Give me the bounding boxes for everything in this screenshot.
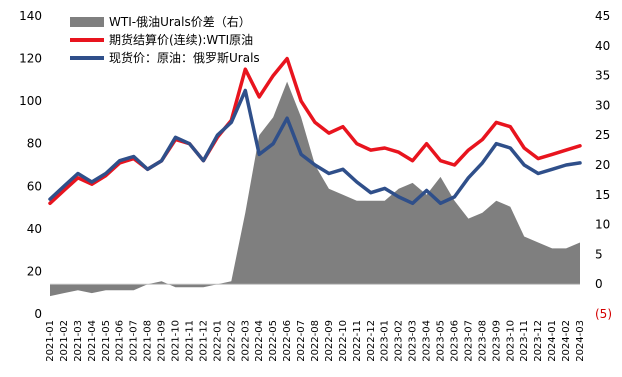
legend-urals-label: 现货价：原油：俄罗斯Urals [109, 50, 260, 65]
x-tick-label: 2023-03 [408, 320, 419, 362]
price-lines-layer [48, 56, 582, 206]
legend-wti-label: 期货结算价(连续):WTI原油 [109, 32, 253, 47]
x-tick-label: 2023-07 [463, 320, 474, 362]
x-tick-label: 2022-02 [226, 320, 237, 362]
y-left-tick-label: 0 [34, 307, 42, 321]
x-tick-label: 2023-05 [436, 320, 447, 362]
x-tick-label: 2023-09 [491, 320, 502, 362]
x-tick-label: 2023-02 [394, 320, 405, 362]
x-tick-label: 2022-09 [324, 320, 335, 362]
x-tick-label: 2022-08 [310, 320, 321, 362]
y-left-tick-label: 120 [19, 52, 42, 66]
x-tick-label: 2021-12 [198, 320, 209, 362]
legend-spread-label: WTI-俄油Urals价差（右） [109, 14, 251, 29]
x-tick-label: 2021-07 [129, 320, 140, 362]
x-tick-label: 2021-09 [157, 320, 168, 362]
x-tick-label: 2023-06 [449, 320, 460, 362]
y-left-tick-label: 60 [27, 179, 42, 193]
x-tick-label: 2021-08 [143, 320, 154, 362]
y-right-tick-label: 25 [595, 128, 610, 142]
x-tick-label: 2021-11 [184, 320, 195, 362]
y-right-tick-label: 40 [595, 39, 610, 53]
x-tick-label: 2022-05 [268, 320, 279, 362]
legend-spread-swatch [70, 17, 104, 27]
y-right-tick-label: 20 [595, 158, 610, 172]
x-tick-label: 2023-10 [505, 320, 516, 362]
spread-area [50, 81, 580, 297]
x-tick-label: 2022-10 [338, 320, 349, 362]
x-tick-label: 2021-02 [59, 320, 70, 362]
x-tick-label: 2022-03 [240, 320, 251, 362]
y-right-tick-label: (5) [595, 307, 612, 321]
x-tick-label: 2022-12 [366, 320, 377, 362]
x-tick-label: 2023-08 [477, 320, 488, 362]
x-tick-label: 2021-10 [171, 320, 182, 362]
y-left-tick-label: 40 [27, 222, 42, 236]
y-right-tick-label: 5 [595, 247, 603, 261]
x-tick-label: 2023-04 [422, 320, 433, 362]
x-tick-label: 2022-11 [352, 320, 363, 362]
y-right-tick-label: 45 [595, 9, 610, 23]
x-tick-label: 2022-06 [282, 320, 293, 362]
axes-layer: 0 20 40 60 80 100 120 140 (5) 0 5 10 15 20 25 30 35 40 45 2… [19, 9, 612, 362]
spread-area-layer [50, 81, 580, 297]
x-tick-label: 2021-01 [45, 320, 56, 362]
x-tick-label: 2022-07 [296, 320, 307, 362]
y-right-tick-label: 35 [595, 69, 610, 83]
x-tick-label: 2021-05 [101, 320, 112, 362]
x-tick-label: 2024-03 [575, 320, 586, 362]
y-right-tick-label: 30 [595, 98, 610, 112]
y-right-tick-label: 15 [595, 188, 610, 202]
y-right-tick-label: 0 [595, 277, 603, 291]
y-left-tick-label: 140 [19, 9, 42, 23]
legend: WTI-俄油Urals价差（右） 期货结算价(连续):WTI原油现货价：原油：俄罗… [70, 14, 260, 65]
x-tick-label: 2021-06 [115, 320, 126, 362]
x-tick-label: 2021-04 [87, 320, 98, 362]
x-tick-label: 2023-11 [519, 320, 530, 362]
y-left-tick-label: 80 [27, 137, 42, 151]
y-left-tick-label: 100 [19, 94, 42, 108]
x-tick-label: 2024-01 [547, 320, 558, 362]
x-tick-label: 2023-12 [533, 320, 544, 362]
x-tick-label: 2022-04 [254, 320, 265, 362]
y-right-tick-label: 10 [595, 218, 610, 232]
urals-spot-line [48, 88, 582, 206]
x-tick-label: 2023-01 [380, 320, 391, 362]
x-tick-label: 2024-02 [561, 320, 572, 362]
x-tick-label: 2022-01 [212, 320, 223, 362]
y-left-tick-label: 20 [27, 264, 42, 278]
x-tick-label: 2021-03 [73, 320, 84, 362]
